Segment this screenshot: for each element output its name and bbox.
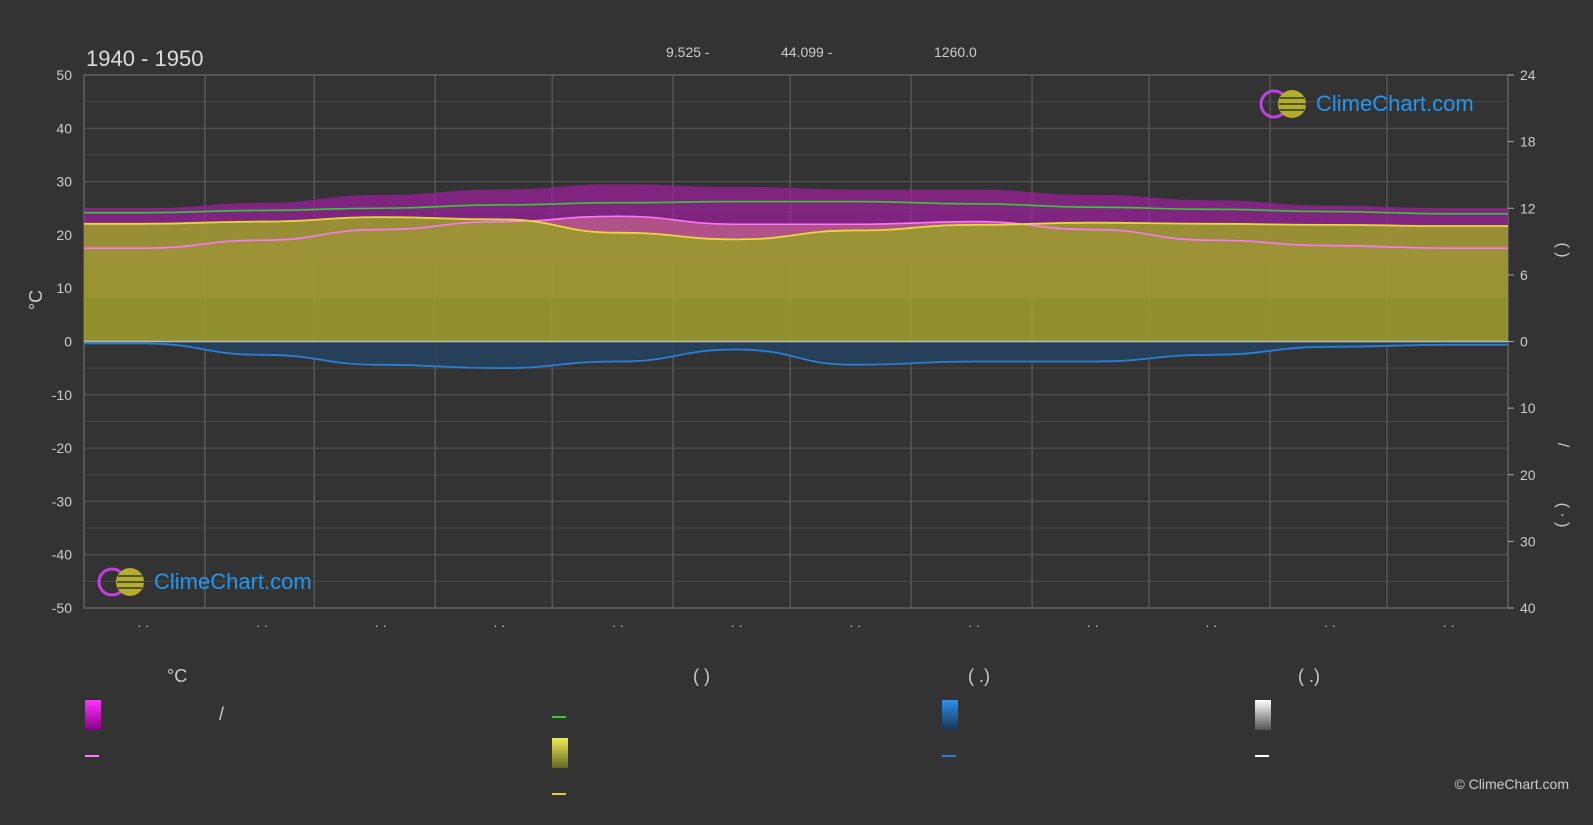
right-axis-label-bottom: ( · )	[1554, 503, 1571, 528]
left-tick-label: -30	[52, 493, 72, 509]
precip-band	[84, 341, 1508, 369]
legend-sunshine-line	[552, 793, 566, 795]
elevation: 1260.0	[934, 44, 977, 60]
month-label: · ·	[493, 618, 505, 633]
right-hours-tick-label: 24	[1520, 67, 1536, 83]
sunshine-band	[84, 217, 1508, 342]
legend-snow-header: ( .)	[1298, 666, 1320, 686]
right-axis-label-top: ( )	[1554, 242, 1571, 257]
climechart-logo-icon	[1259, 89, 1306, 119]
sunshine-line	[83, 216, 1508, 241]
left-tick-label: 50	[56, 67, 72, 83]
legend-rain-header: ( .)	[968, 666, 990, 686]
left-tick-label: -10	[52, 387, 72, 403]
legend-sunshine-swatch	[552, 738, 568, 768]
left-tick-label: -20	[52, 440, 72, 456]
right-hours-tick-label: 18	[1520, 134, 1536, 150]
logo-text: ClimeChart.com	[154, 569, 312, 594]
month-label: · ·	[137, 618, 149, 633]
right-precip-tick-label: 30	[1520, 533, 1536, 549]
legend-mean-temp-line	[85, 755, 99, 757]
right-precip-tick-label: 20	[1520, 467, 1536, 483]
month-label: · ·	[612, 618, 624, 633]
left-tick-label: -50	[52, 600, 72, 616]
month-label: · ·	[1205, 618, 1217, 633]
daylight-line	[84, 200, 1509, 215]
month-label: · ·	[1087, 618, 1099, 633]
legend-temp-range-swatch	[85, 700, 101, 730]
copyright: © ClimeChart.com	[1454, 776, 1569, 792]
latitude: 9.525 -	[666, 44, 710, 60]
mean-temp-line	[83, 215, 1509, 250]
legend-sun-header: ( )	[693, 666, 710, 686]
right-precip-tick-label: 10	[1520, 400, 1536, 416]
legend-snow-swatch	[1255, 700, 1271, 730]
period-title: 1940 - 1950	[86, 46, 204, 71]
left-tick-label: 20	[56, 227, 72, 243]
left-tick-label: -40	[52, 547, 72, 563]
right-hours-tick-label: 6	[1520, 267, 1528, 283]
legend-temp-header: °C	[167, 666, 188, 686]
left-tick-label: 0	[64, 334, 72, 350]
month-label: · ·	[731, 618, 743, 633]
month-label: · ·	[1324, 618, 1336, 633]
data-bands	[84, 184, 1508, 369]
logo-text: ClimeChart.com	[1316, 91, 1474, 116]
left-axis-label: °C	[26, 290, 46, 310]
left-tick-label: 10	[56, 280, 72, 296]
precip-line	[83, 342, 1509, 370]
month-label: · ·	[375, 618, 387, 633]
climechart-logo-icon	[97, 567, 144, 597]
data-lines	[83, 200, 1509, 370]
legend-snow-line	[1255, 755, 1269, 757]
axis-ticks: 50 40 30 20 10 0 -10 -20 -30 -40 -50 24 18 12 6 0 10 20 30…	[52, 67, 1536, 633]
right-hours-tick-label: 12	[1520, 200, 1536, 216]
month-label: · ·	[849, 618, 861, 633]
logo-bottom[interactable]: ClimeChart.com	[96, 566, 312, 598]
climate-chart: 50 40 30 20 10 0 -10 -20 -30 -40 -50 24 18 12 6 0 10 20 30…	[26, 67, 1571, 633]
right-hours-tick-label: 0	[1520, 334, 1528, 350]
logo-top[interactable]: ClimeChart.com	[1258, 88, 1474, 120]
legend-rain-swatch	[942, 700, 958, 730]
left-tick-label: 40	[56, 120, 72, 136]
month-label: · ·	[256, 618, 268, 633]
legend-daylight-line	[552, 716, 566, 718]
legend-rain-line	[942, 755, 956, 757]
legend-temp-range-sep: /	[219, 704, 225, 724]
right-precip-tick-label: 40	[1520, 600, 1536, 616]
month-label: · ·	[968, 618, 980, 633]
month-label: · ·	[1443, 618, 1455, 633]
right-axis-label-mid: /	[1554, 443, 1571, 448]
longitude: 44.099 -	[781, 44, 833, 60]
left-tick-label: 30	[56, 174, 72, 190]
